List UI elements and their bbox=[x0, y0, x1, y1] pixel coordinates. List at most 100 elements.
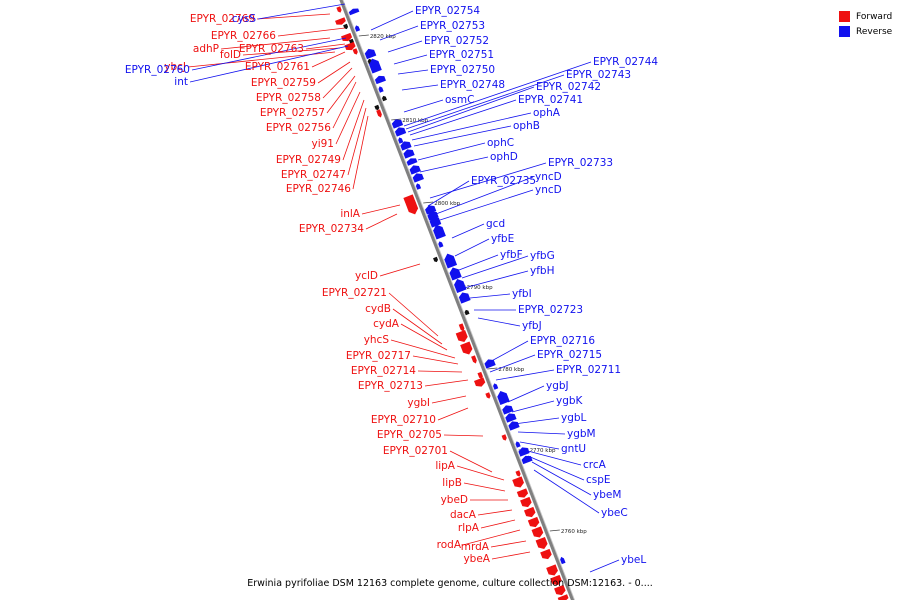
reverse-gene-feature bbox=[409, 165, 421, 175]
reverse-gene-feature bbox=[378, 86, 384, 93]
forward-gene-label-leader-line bbox=[417, 370, 463, 373]
reverse-gene-feature bbox=[425, 205, 437, 215]
reverse-gene-feature bbox=[391, 119, 404, 129]
reverse-gene-label: yfbH bbox=[530, 265, 554, 277]
reverse-gene-label: ybeC bbox=[601, 507, 628, 519]
reverse-gene-label-leader-line bbox=[477, 317, 521, 327]
legend-swatch-reverse bbox=[839, 26, 850, 37]
reverse-gene-label-leader-line bbox=[517, 431, 566, 435]
forward-gene-label-leader-line bbox=[477, 509, 513, 516]
reverse-gene-label-leader-line bbox=[407, 86, 535, 133]
forward-gene-label-leader-line bbox=[463, 482, 506, 492]
reverse-gene-label: ophA bbox=[533, 107, 561, 119]
reverse-gene-label-leader-line bbox=[401, 84, 439, 91]
forward-gene-label: EPYR_02747 bbox=[281, 169, 346, 181]
reverse-gene-label-leader-line bbox=[523, 449, 582, 466]
reverse-gene-label-leader-line bbox=[409, 99, 517, 136]
forward-gene-feature bbox=[458, 323, 465, 332]
forward-gene-label: EPYR_02759 bbox=[251, 77, 316, 89]
forward-gene-feature bbox=[460, 341, 473, 355]
reverse-gene-feature bbox=[464, 309, 470, 316]
reverse-gene-label: crcA bbox=[583, 459, 607, 471]
forward-gene-label-leader-line bbox=[390, 339, 456, 359]
reverse-gene-label-leader-line bbox=[403, 61, 592, 127]
reverse-gene-label-leader-line bbox=[257, 3, 346, 20]
reverse-gene-label-leader-line bbox=[370, 10, 414, 31]
forward-gene-label: EPYR_02749 bbox=[276, 154, 341, 166]
reverse-gene-feature bbox=[412, 173, 424, 183]
legend-item-forward: Forward bbox=[839, 9, 892, 24]
reverse-gene-label-leader-line bbox=[489, 354, 536, 373]
legend-item-reverse: Reverse bbox=[839, 24, 892, 39]
forward-gene-feature bbox=[512, 476, 524, 488]
reverse-gene-label-leader-line bbox=[495, 369, 555, 381]
forward-gene-feature bbox=[405, 199, 419, 215]
forward-gene-feature bbox=[554, 584, 566, 596]
forward-gene-label-leader-line bbox=[388, 292, 439, 337]
reverse-gene-label: EPYR_02748 bbox=[440, 79, 505, 91]
reverse-gene-feature bbox=[508, 421, 520, 431]
reverse-gene-label: ybeL bbox=[621, 554, 646, 566]
forward-gene-label: lipA bbox=[435, 460, 455, 472]
genome-axis bbox=[339, 0, 575, 600]
reverse-gene-feature bbox=[415, 183, 422, 190]
reverse-gene-feature bbox=[398, 137, 404, 144]
forward-gene-feature bbox=[455, 329, 468, 343]
tick-label: 2790 kbp bbox=[467, 285, 493, 291]
forward-gene-label-leader-line bbox=[317, 61, 351, 84]
reverse-gene-label-leader-line bbox=[419, 156, 489, 173]
reverse-gene-label: EPYR_02751 bbox=[429, 49, 494, 61]
tick-mark bbox=[358, 34, 369, 37]
reverse-gene-label: EPYR_02754 bbox=[415, 5, 480, 17]
reverse-gene-label-leader-line bbox=[451, 223, 485, 239]
reverse-gene-feature bbox=[505, 413, 517, 423]
reverse-gene-label-leader-line bbox=[511, 400, 555, 413]
forward-gene-feature bbox=[535, 536, 548, 550]
reverse-gene-label-leader-line bbox=[429, 162, 547, 199]
forward-gene-feature bbox=[471, 355, 477, 364]
forward-gene-feature bbox=[540, 548, 552, 560]
reverse-gene-label-leader-line bbox=[403, 99, 444, 113]
reverse-gene-label-leader-line bbox=[393, 54, 428, 65]
reverse-gene-label: EPYR_02742 bbox=[536, 81, 601, 93]
reverse-gene-label: EPYR_02735 bbox=[471, 175, 536, 187]
tick-label: 2780 kbp bbox=[498, 367, 524, 373]
forward-gene-label: rodA bbox=[437, 539, 462, 551]
reverse-gene-label-leader-line bbox=[513, 417, 560, 425]
reverse-gene-label-leader-line bbox=[463, 270, 529, 289]
forward-gene-label: lipB bbox=[442, 477, 462, 489]
forward-gene-label: EPYR_02717 bbox=[346, 350, 411, 362]
reverse-gene-feature bbox=[560, 556, 566, 565]
forward-gene-label: EPYR_02714 bbox=[351, 365, 416, 377]
tick-label: 2820 kbp bbox=[370, 34, 396, 40]
forward-gene-feature bbox=[352, 48, 358, 55]
forward-gene-feature bbox=[520, 496, 532, 508]
tick-label: 2770 kbp bbox=[530, 448, 556, 454]
forward-gene-label: cydB bbox=[365, 303, 391, 315]
reverse-gene-label-leader-line bbox=[435, 176, 534, 215]
reverse-gene-feature bbox=[406, 158, 418, 166]
reverse-gene-label: EPYR_02753 bbox=[420, 20, 485, 32]
forward-gene-label-leader-line bbox=[462, 529, 521, 546]
forward-gene-label: dacA bbox=[450, 509, 477, 521]
forward-gene-label-leader-line bbox=[490, 540, 527, 548]
reverse-gene-label-leader-line bbox=[527, 455, 585, 481]
forward-gene-label-leader-line bbox=[305, 43, 346, 50]
reverse-gene-label: EPYR_02743 bbox=[566, 69, 631, 81]
forward-gene-label-leader-line bbox=[220, 37, 331, 50]
forward-gene-label-leader-line bbox=[392, 308, 443, 345]
reverse-gene-label: yfbJ bbox=[522, 320, 542, 332]
forward-gene-feature bbox=[557, 594, 569, 600]
reverse-gene-label-leader-line bbox=[469, 293, 511, 299]
forward-gene-label-leader-line bbox=[449, 450, 493, 473]
forward-gene-label: adhP bbox=[193, 43, 219, 55]
reverse-gene-label-leader-line bbox=[519, 441, 560, 450]
forward-gene-label-leader-line bbox=[480, 519, 516, 529]
reverse-gene-feature bbox=[521, 455, 533, 465]
forward-gene-label: EPYR_02713 bbox=[358, 380, 423, 392]
tick-label: 2760 kbp bbox=[561, 529, 587, 535]
reverse-gene-label-leader-line bbox=[387, 40, 423, 53]
reverse-gene-feature bbox=[454, 279, 467, 293]
reverse-gene-label: EPYR_02752 bbox=[424, 35, 489, 47]
reverse-gene-feature bbox=[515, 441, 521, 448]
